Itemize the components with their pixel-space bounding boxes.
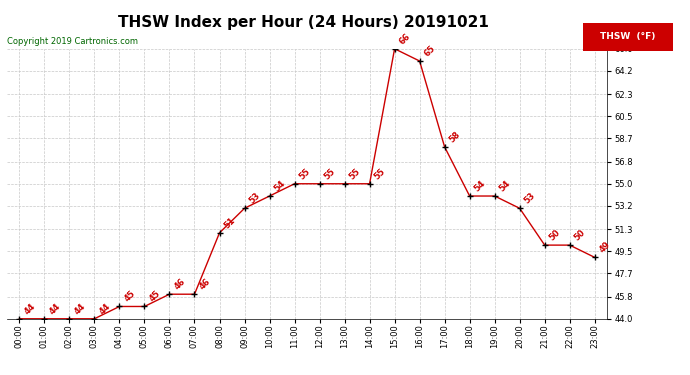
Text: 50: 50 [573,228,587,242]
Text: 45: 45 [122,289,137,304]
Text: 58: 58 [447,130,462,144]
Text: THSW Index per Hour (24 Hours) 20191021: THSW Index per Hour (24 Hours) 20191021 [118,15,489,30]
Text: 44: 44 [22,301,37,316]
Text: 66: 66 [397,31,412,46]
Text: 45: 45 [147,289,162,304]
Text: 55: 55 [347,166,362,181]
Text: 54: 54 [497,178,512,193]
Text: 55: 55 [297,166,312,181]
Text: 44: 44 [72,301,87,316]
Text: 44: 44 [47,301,62,316]
Text: 54: 54 [273,178,287,193]
Text: THSW  (°F): THSW (°F) [600,32,655,41]
Text: 46: 46 [172,277,187,291]
Text: 54: 54 [473,178,487,193]
Text: 65: 65 [422,44,437,58]
Text: 55: 55 [322,166,337,181]
Text: 49: 49 [598,240,612,255]
Text: 50: 50 [547,228,562,242]
Text: Copyright 2019 Cartronics.com: Copyright 2019 Cartronics.com [7,38,138,46]
Text: 46: 46 [197,277,212,291]
Text: 44: 44 [97,301,112,316]
Text: 53: 53 [522,191,537,206]
Text: 53: 53 [247,191,262,206]
Text: 51: 51 [222,215,237,230]
Text: 55: 55 [373,166,387,181]
